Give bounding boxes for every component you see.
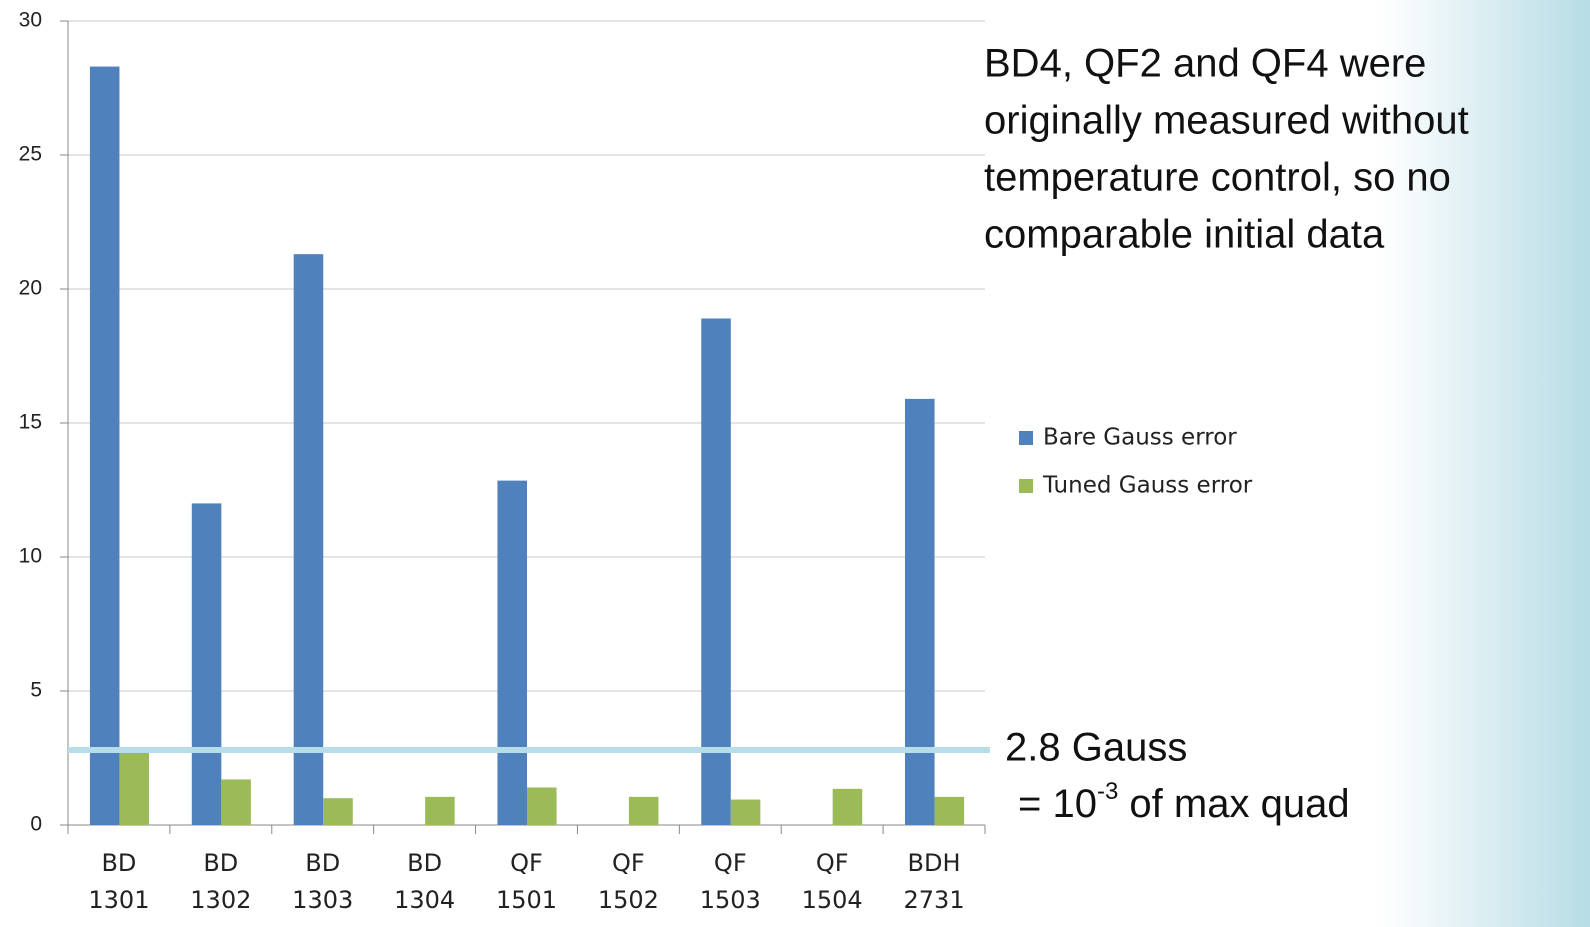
legend-label: Bare Gauss error — [1043, 425, 1237, 451]
x-tick-label: 1504 — [802, 886, 863, 914]
bar — [89, 66, 120, 825]
legend-swatch — [1019, 431, 1033, 445]
x-tick-label: QF — [612, 849, 645, 877]
x-tick-label: 1304 — [394, 886, 455, 914]
x-tick-label: QF — [816, 849, 849, 877]
y-tick-label: 30 — [19, 9, 42, 32]
x-tick-label: BD — [203, 849, 238, 877]
x-tick-label: 1503 — [700, 886, 761, 914]
note-part: of max quad — [1118, 782, 1349, 826]
x-tick-label: 2731 — [904, 886, 965, 914]
x-tick-label: BD — [407, 849, 442, 877]
x-tick-label: BD — [101, 849, 136, 877]
bar — [323, 798, 353, 825]
bar — [119, 751, 150, 825]
legend-swatch — [1019, 479, 1033, 493]
bar — [191, 503, 222, 825]
y-tick-label: 5 — [30, 679, 42, 702]
bar — [527, 787, 557, 825]
bar — [221, 779, 251, 825]
annotation: originally measured without — [984, 99, 1469, 143]
x-tick-label: 1501 — [496, 886, 557, 914]
annotation: temperature control, so no — [984, 156, 1451, 200]
y-tick-label: 0 — [30, 813, 42, 836]
y-tick-label: 25 — [19, 143, 42, 166]
note-part: -3 — [1097, 778, 1118, 805]
y-tick-label: 10 — [19, 545, 42, 568]
x-tick-label: QF — [510, 849, 543, 877]
bar — [832, 788, 863, 825]
x-tick-label: QF — [714, 849, 747, 877]
note-part: = 10 — [1018, 782, 1097, 826]
reference-note: = 10-3 of max quad — [1018, 778, 1350, 826]
bar — [497, 480, 528, 825]
bar — [628, 796, 659, 825]
x-tick-label: BD — [305, 849, 340, 877]
annotation: comparable initial data — [984, 213, 1385, 257]
reference-label: 2.8 Gauss — [1005, 726, 1187, 770]
legend-label: Tuned Gauss error — [1042, 473, 1253, 499]
x-tick-label: BDH — [908, 849, 961, 877]
bar — [730, 799, 761, 825]
y-tick-label: 20 — [19, 277, 42, 300]
annotation: BD4, QF2 and QF4 were — [984, 42, 1426, 86]
x-tick-label: 1301 — [88, 886, 149, 914]
x-tick-label: 1303 — [292, 886, 353, 914]
bar — [701, 318, 731, 825]
bar — [425, 796, 455, 825]
bar — [905, 398, 935, 825]
x-tick-label: 1502 — [598, 886, 659, 914]
bar — [293, 254, 324, 825]
x-tick-label: 1302 — [190, 886, 251, 914]
bar — [934, 796, 965, 825]
y-tick-label: 15 — [19, 411, 42, 434]
